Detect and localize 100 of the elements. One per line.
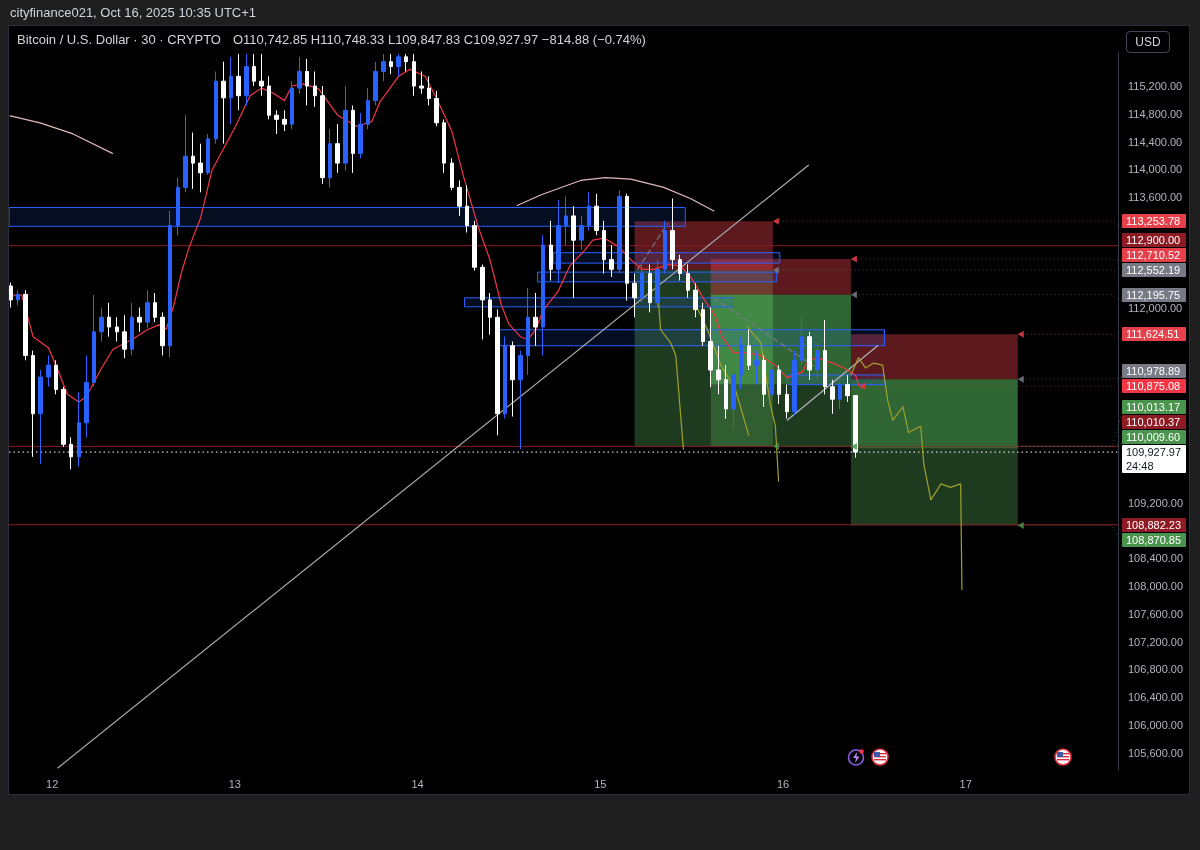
candlestick [358,112,363,159]
y-tick-label: 106,400.00 [1128,691,1184,704]
y-tick-label: 109,200.00 [1128,496,1184,509]
line-series [850,356,963,591]
candlestick [214,70,218,145]
candlestick [693,282,698,318]
candlestick [807,331,812,381]
candlestick [632,273,637,318]
candlestick [351,104,355,174]
candlestick [160,311,165,356]
ref-line-label: 110,010.37 [1126,415,1182,430]
candlestick [609,244,614,278]
candlestick [701,302,705,347]
candlestick [282,109,287,132]
ref-line-label: 112,900.00 [1126,232,1182,247]
candlestick [526,287,530,376]
candlestick [313,70,317,108]
text: cityfinance021, Oct 16, 2025 10:35 UTC+1 [10,5,257,20]
y-tick-label: 113,600.00 [1128,191,1183,204]
candlestick [54,359,58,395]
candlestick [115,316,119,343]
ref-line-label: 108,882.23 [1126,517,1183,532]
candlestick [153,292,157,323]
candlestick [472,220,477,272]
candlestick [457,179,462,217]
y-tick-label: 105,600.00 [1128,746,1184,759]
candlestick [77,391,81,468]
candlestick [244,53,249,106]
annotation: 113,253.78 [1126,214,1182,229]
annotation: 112,710.52 [1126,247,1182,262]
line-series [9,115,114,154]
candlestick [305,58,309,106]
candlestick [419,70,424,95]
y-tick-label: 107,200.00 [1128,635,1184,648]
candlestick [549,220,553,281]
y-tick-label: 114,000.00 [1128,163,1183,176]
candlestick [130,302,134,356]
candlestick [480,263,485,340]
candlestick [450,157,454,191]
annotation: 110,978.89 [1126,364,1182,379]
candlestick [777,364,781,405]
candlestick [823,319,827,395]
candlestick [815,341,820,381]
x-tick-label: 17 [959,777,972,790]
chart-title: Bitcoin / U.S. Dollar · 30 · CRYPTO [17,32,221,47]
candlestick [427,75,431,106]
candlestick [404,53,408,72]
y-tick-label: 107,600.00 [1128,607,1184,620]
candlestick [670,198,675,270]
line-series [516,177,715,212]
candlestick [495,309,500,436]
candlestick [259,53,264,97]
candlestick [465,184,469,234]
candlestick [84,354,89,438]
y-tick-label: 106,800.00 [1128,663,1184,676]
candlestick [107,302,111,338]
annotation: 110,009.60 [1126,430,1182,445]
candlestick [389,53,393,75]
candlestick [366,87,370,130]
y-tick-label: 114,800.00 [1128,107,1183,120]
candlestick [587,191,591,231]
candlestick [663,220,667,275]
candlestick [183,114,188,193]
candlestick [518,350,523,450]
chart-subtitle: O110,742.85 H110,748.33 L109,847.83 C109,927.97 −814.88 (−0.74%) [232,32,646,47]
candlestick [541,234,545,356]
candlestick [640,263,644,304]
candlestick [23,289,28,361]
candlestick [229,56,233,125]
candlestick [381,53,386,82]
annotation: 111,624.51 [1126,327,1181,342]
candlestick [602,220,606,275]
candlestick [274,109,279,135]
candlestick [16,289,20,306]
candlestick [168,210,172,359]
candlestick [754,350,759,386]
candlestick [564,195,568,246]
candlestick [785,384,789,420]
candlestick [191,132,195,190]
candlestick [579,215,584,251]
candlestick [845,374,850,403]
candlestick [488,292,492,336]
candlestick [290,80,294,130]
candlestick [31,350,35,458]
x-tick-label: 14 [411,777,424,790]
candlestick [830,379,835,415]
candlestick [412,53,416,97]
candlestick [236,53,241,111]
x-tick-label: 15 [594,777,607,790]
x-tick-label: 12 [46,777,59,790]
y-tick-label: 115,200.00 [1128,80,1183,93]
candlestick [747,329,751,371]
line-series [746,326,780,482]
annotation: 108,870.85 [1126,532,1183,547]
annotation: 110,013.17 [1126,400,1182,415]
annotation: 112,552.19 [1126,262,1182,277]
candlestick [137,307,142,333]
candlestick [198,143,203,193]
candlestick [46,354,51,388]
candlestick [503,336,507,420]
